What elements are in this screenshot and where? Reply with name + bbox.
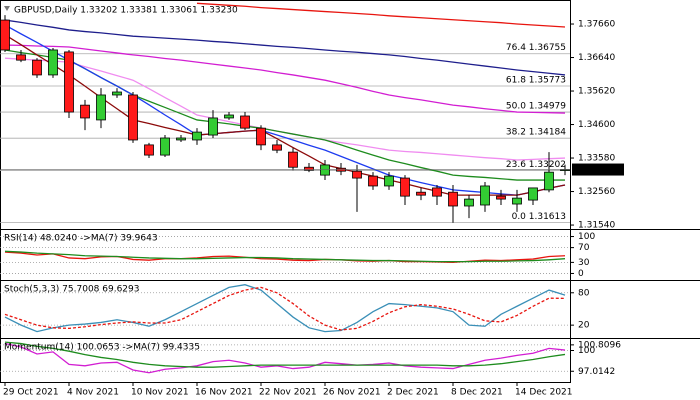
indicator-line bbox=[4, 286, 566, 331]
indicator-line bbox=[4, 341, 566, 368]
candle-body bbox=[48, 49, 58, 76]
y-tick-label: 100.8096 bbox=[578, 340, 621, 350]
y-tick-label: 70 bbox=[578, 243, 590, 253]
candle-body bbox=[32, 59, 42, 76]
indicator-line bbox=[4, 19, 566, 76]
panel-title: GBPUSD,Daily 1.33202 1.33381 1.33061 1.3… bbox=[14, 6, 238, 16]
candle-body bbox=[224, 114, 234, 119]
candle-body bbox=[192, 131, 202, 141]
candle-body bbox=[256, 127, 266, 146]
candle-body bbox=[544, 171, 554, 191]
candle-body bbox=[304, 166, 314, 171]
candle-body bbox=[144, 144, 154, 156]
x-tick-label: 29 Oct 2021 bbox=[3, 388, 59, 398]
y-tick-label: 1.31540 bbox=[578, 221, 615, 231]
candle-body bbox=[528, 187, 538, 201]
candle-body bbox=[512, 197, 522, 205]
y-tick-label: 97.0142 bbox=[578, 367, 615, 377]
indicator-line bbox=[4, 342, 566, 374]
candle-body bbox=[320, 164, 330, 176]
y-tick-label: 1.37660 bbox=[578, 20, 615, 30]
fib-label: 38.2 1.34184 bbox=[506, 128, 566, 138]
y-tick-label: 0 bbox=[578, 269, 584, 279]
fib-label: 50.0 1.34979 bbox=[506, 102, 566, 112]
candle-body bbox=[64, 51, 74, 113]
y-tick-label: 1.33580 bbox=[578, 154, 615, 164]
candle-body bbox=[288, 151, 298, 168]
candle-body bbox=[112, 91, 122, 96]
candle-body bbox=[384, 175, 394, 187]
candle-body bbox=[96, 94, 106, 121]
fib-label: 76.4 1.36755 bbox=[506, 43, 566, 53]
fib-label: 23.6 1.33202 bbox=[506, 160, 566, 170]
candle-body bbox=[352, 170, 362, 179]
fib-label: 0.0 1.31613 bbox=[512, 212, 566, 222]
y-tick-label: 20 bbox=[578, 321, 590, 331]
indicator-line bbox=[4, 24, 566, 196]
fib-label: 61.8 1.35773 bbox=[506, 76, 566, 86]
price-label-box bbox=[572, 163, 624, 176]
candle-body bbox=[80, 104, 90, 119]
candle-body bbox=[208, 117, 218, 136]
y-tick-label: 1.34600 bbox=[578, 120, 615, 130]
x-tick-label: 14 Dec 2021 bbox=[515, 388, 573, 398]
indicator-line bbox=[4, 284, 566, 333]
y-tick-label: 1.36640 bbox=[578, 53, 615, 63]
price-label: 1.33230 bbox=[577, 165, 614, 175]
panel-title: RSI(14) 48.0240 ->MA(7) 39.9643 bbox=[4, 234, 158, 244]
candle-body bbox=[464, 198, 474, 207]
candle-body bbox=[240, 115, 250, 129]
x-tick-label: 10 Nov 2021 bbox=[131, 388, 189, 398]
y-tick-label: 100 bbox=[578, 232, 595, 242]
candle-body bbox=[416, 191, 426, 196]
y-tick-label: 30 bbox=[578, 258, 590, 268]
x-tick-label: 2 Dec 2021 bbox=[387, 388, 439, 398]
x-tick-label: 16 Nov 2021 bbox=[195, 388, 253, 398]
candle-body bbox=[480, 185, 490, 206]
indicator-line bbox=[4, 44, 566, 114]
y-tick-label: 1.35620 bbox=[578, 87, 615, 97]
x-tick-label: 26 Nov 2021 bbox=[323, 388, 381, 398]
candle-body bbox=[16, 54, 26, 61]
indicator-line bbox=[196, 2, 566, 28]
panel-title: Momentum(14) 100.0653 ->MA(7) 99.4335 bbox=[4, 343, 200, 353]
panel-title: Stoch(5,3,3) 75.7008 69.6293 bbox=[4, 285, 139, 295]
candle-body bbox=[176, 137, 186, 141]
x-tick-label: 4 Nov 2021 bbox=[67, 388, 119, 398]
y-tick-label: 80 bbox=[578, 288, 590, 298]
y-tick-label: 1.32560 bbox=[578, 187, 615, 197]
candle-body bbox=[400, 177, 410, 197]
x-tick-label: 22 Nov 2021 bbox=[259, 388, 317, 398]
candle-body bbox=[128, 94, 138, 141]
candle-body bbox=[432, 187, 442, 197]
indicator-line bbox=[4, 250, 566, 263]
symbol-icon bbox=[4, 6, 10, 11]
candle-body bbox=[272, 144, 282, 151]
candle-body bbox=[368, 175, 378, 187]
x-tick-label: 8 Dec 2021 bbox=[451, 388, 503, 398]
candle-body bbox=[448, 191, 458, 207]
candle-body bbox=[160, 137, 170, 156]
y-tick-label: 100 bbox=[578, 346, 595, 356]
candle-body bbox=[496, 195, 506, 200]
candle-body bbox=[0, 19, 10, 51]
